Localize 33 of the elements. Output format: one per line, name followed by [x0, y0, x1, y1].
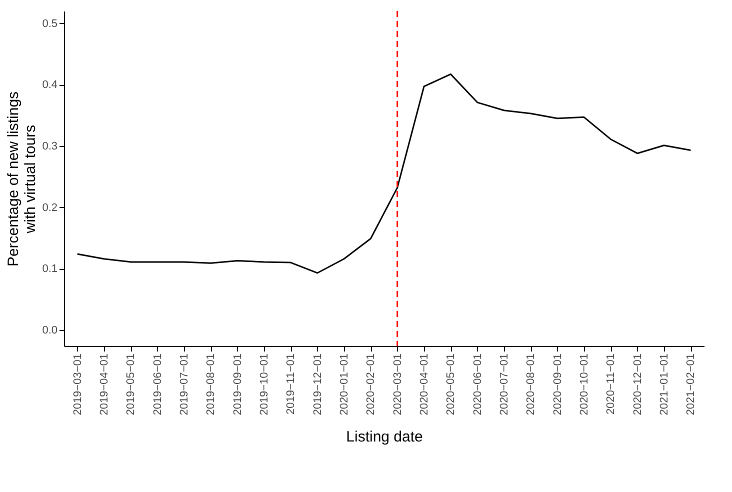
x-tick-label: 2020−04−01: [418, 354, 430, 416]
x-tick-label: 2020−08−01: [525, 354, 538, 416]
x-tick-label: 2021−01−01: [658, 354, 670, 416]
y-tick-label: 0.2: [42, 202, 58, 214]
x-tick-label: 2020−10−01: [578, 354, 590, 416]
x-tick-label: 2019−08−01: [205, 354, 218, 416]
y-tick-label: 0.1: [42, 263, 58, 276]
x-tick-label: 2021−02−01: [685, 354, 698, 416]
x-tick-label: 2019−07−01: [178, 354, 190, 416]
x-tick-label: 2019−12−01: [312, 354, 324, 416]
x-tick-label: 2020−07−01: [498, 354, 510, 416]
x-tick-label: 2020−05−01: [445, 354, 458, 416]
x-tick-label: 2019−10−01: [258, 354, 270, 416]
x-tick-label: 2020−09−01: [552, 354, 564, 416]
x-tick-label: 2019−09−01: [232, 354, 244, 416]
x-tick-label: 2019−06−01: [152, 354, 164, 416]
x-axis-title: Listing date: [346, 428, 423, 446]
y-tick-label: 0.0: [42, 324, 58, 337]
x-tick-label: 2020−01−01: [338, 354, 350, 416]
line-series: [76, 73, 692, 274]
y-tick-label: 0.4: [42, 79, 58, 92]
x-tick-label: 2020−12−01: [632, 354, 644, 416]
x-tick-label: 2020−11−01: [605, 354, 618, 414]
y-axis-title: Percentage of new listings with virtual tours: [5, 91, 40, 267]
x-tick-label: 2019−03−01: [72, 354, 84, 416]
x-tick-label: 2020−06−01: [472, 354, 484, 416]
x-tick-label: 2020−03−01: [392, 354, 404, 416]
x-tick-label: 2019−11−01: [285, 354, 298, 414]
y-tick-label: 0.3: [42, 140, 58, 152]
y-tick-label: 0.5: [42, 18, 58, 30]
x-tick-label: 2020−02−01: [365, 354, 378, 416]
x-tick-label: 2019−04−01: [98, 354, 110, 416]
x-tick-label: 2019−05−01: [125, 354, 138, 416]
